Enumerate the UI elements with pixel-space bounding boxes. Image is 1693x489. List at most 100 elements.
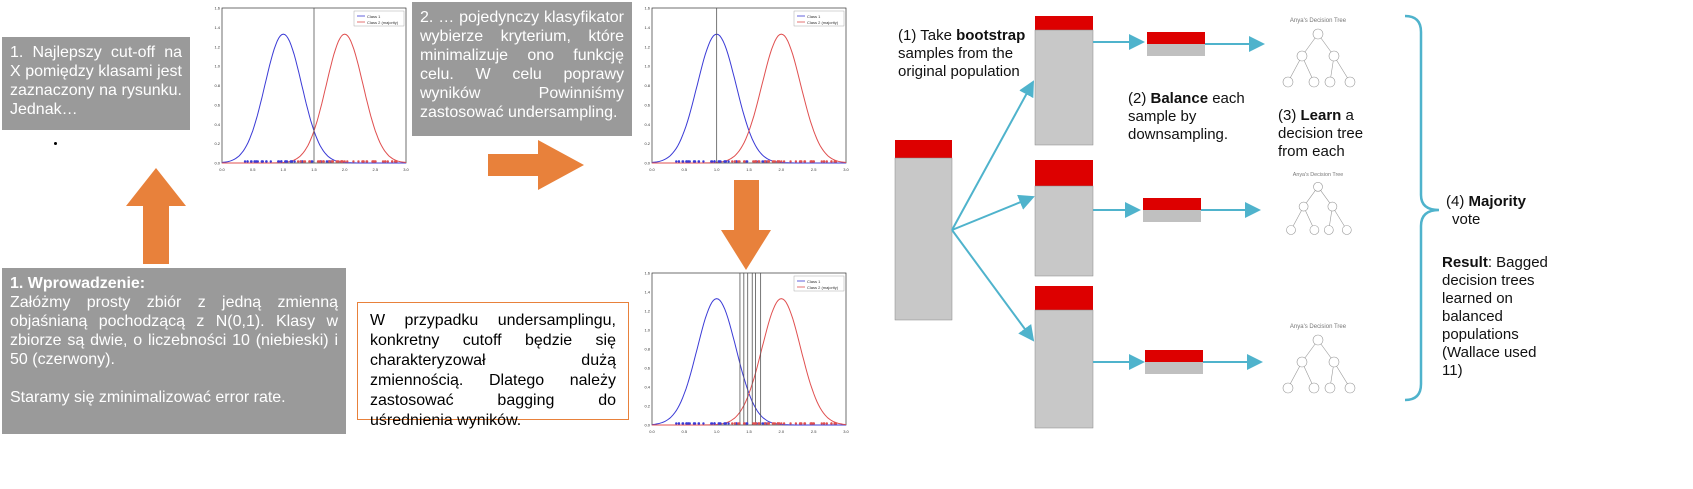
class2-point [825,422,828,425]
y-tick: 0.4 [644,385,650,390]
y-tick: 0.0 [644,423,650,428]
class2-point [830,422,833,425]
tree-node [1308,76,1320,88]
x-tick: 3.0 [843,167,849,172]
class2-point [776,422,780,425]
class2-point [343,160,346,163]
population-gray [894,157,953,321]
class2-point [809,422,812,425]
class1-point [246,160,249,163]
class1-point [723,160,726,163]
class1-point [717,160,720,163]
class2-point [820,160,823,163]
class2-point [738,422,741,425]
step1-cutoff-text: 1. Najlepszy cut-off na X pomiędzy klasa… [10,44,182,118]
tree-node [1344,76,1356,88]
intro-title: 1. Wprowadzenie: [10,275,146,292]
class1-point [717,422,720,425]
class1-point [277,160,281,163]
balanced-sample-3 [1145,350,1203,374]
tree-node [1341,225,1352,235]
class1-point [713,422,716,425]
class1-point [735,422,738,425]
class2-point [308,160,311,163]
step3-pre: (3) [1278,107,1301,124]
legend-class1: Class 1 [807,279,821,284]
class1-point [685,422,688,425]
intro-body: Załóżmy prosty zbiór z jedną zmienną obj… [10,294,338,368]
step2-post: each sample by downsampling. [1128,90,1245,143]
class1-point [675,422,678,425]
tree-node [1328,50,1340,62]
class2-point [738,160,741,163]
y-tick: 1.0 [214,64,220,69]
balanced-sample-1 [1147,32,1205,56]
step2-bold: Balance [1150,90,1209,107]
class1-point [727,422,730,425]
class2-point [767,160,771,163]
class2-point [319,160,322,163]
class2-point [754,422,757,425]
y-tick: 1.0 [644,64,650,69]
undersampling-box: W przypadku undersamplingu, konkretny cu… [357,302,629,429]
class2-point [733,422,737,425]
legend-class2: Class 2 (majority) [807,20,839,25]
class2-point [771,422,775,425]
class1-point [745,160,748,163]
class1-point [310,160,313,163]
class2-point [763,422,767,425]
class1-point [677,160,681,163]
class2-curve [652,33,847,164]
class2-point [346,160,349,163]
class1-point [692,160,696,163]
class2-point [782,160,786,163]
class2-point [798,160,802,163]
class1-point [727,160,730,163]
step2-label: (2) Balance each sample by downsampling. [1128,90,1248,144]
class2-point [337,160,340,163]
x-tick: 0.0 [649,429,655,434]
class1-point [293,160,296,163]
class2-point [773,160,777,163]
tree-node [1282,76,1294,88]
step1-post: samples from the original population [898,45,1020,80]
class2-point [803,160,807,163]
y-tick: 0.6 [644,102,650,107]
bagging-diagram: Anya's Decision Tree Anya's Decision Tree… [894,14,1440,429]
class2-point [780,422,783,425]
tree-node [1312,334,1324,346]
x-tick: 1.0 [281,167,287,172]
majority-brace [1404,14,1440,402]
x-tick: 2.5 [811,429,817,434]
step4-post: vote [1452,211,1481,228]
tree-node [1286,225,1296,235]
x-tick: 1.5 [746,167,752,172]
class1-point [710,160,714,163]
x-tick: 3.0 [843,429,849,434]
class2-point [374,160,377,163]
y-tick: 0.8 [214,83,220,88]
y-tick: 1.0 [644,328,650,333]
step1-cutoff-box: 1. Najlepszy cut-off na X pomiędzy klasa… [2,37,190,130]
y-tick: 0.2 [214,141,220,146]
tree-node [1324,382,1336,394]
class2-point [391,160,394,163]
balanced-sample-2 [1143,198,1201,222]
class2-point [757,422,761,425]
decision-tree-1: Anya's Decision Tree [1282,18,1356,88]
tree-node [1312,28,1324,40]
class2-point [361,160,364,163]
class1-point [289,160,292,163]
result-label: Result: Bagged decision trees learned on… [1442,254,1557,380]
x-tick: 0.0 [649,167,655,172]
y-tick: 1.4 [644,25,650,30]
legend-class1: Class 1 [367,14,381,19]
arrow-to-sample-3 [951,229,1035,342]
class2-point [757,160,761,163]
class1-point [243,160,247,163]
class1-point [710,422,714,425]
y-tick: 0.2 [644,141,650,146]
